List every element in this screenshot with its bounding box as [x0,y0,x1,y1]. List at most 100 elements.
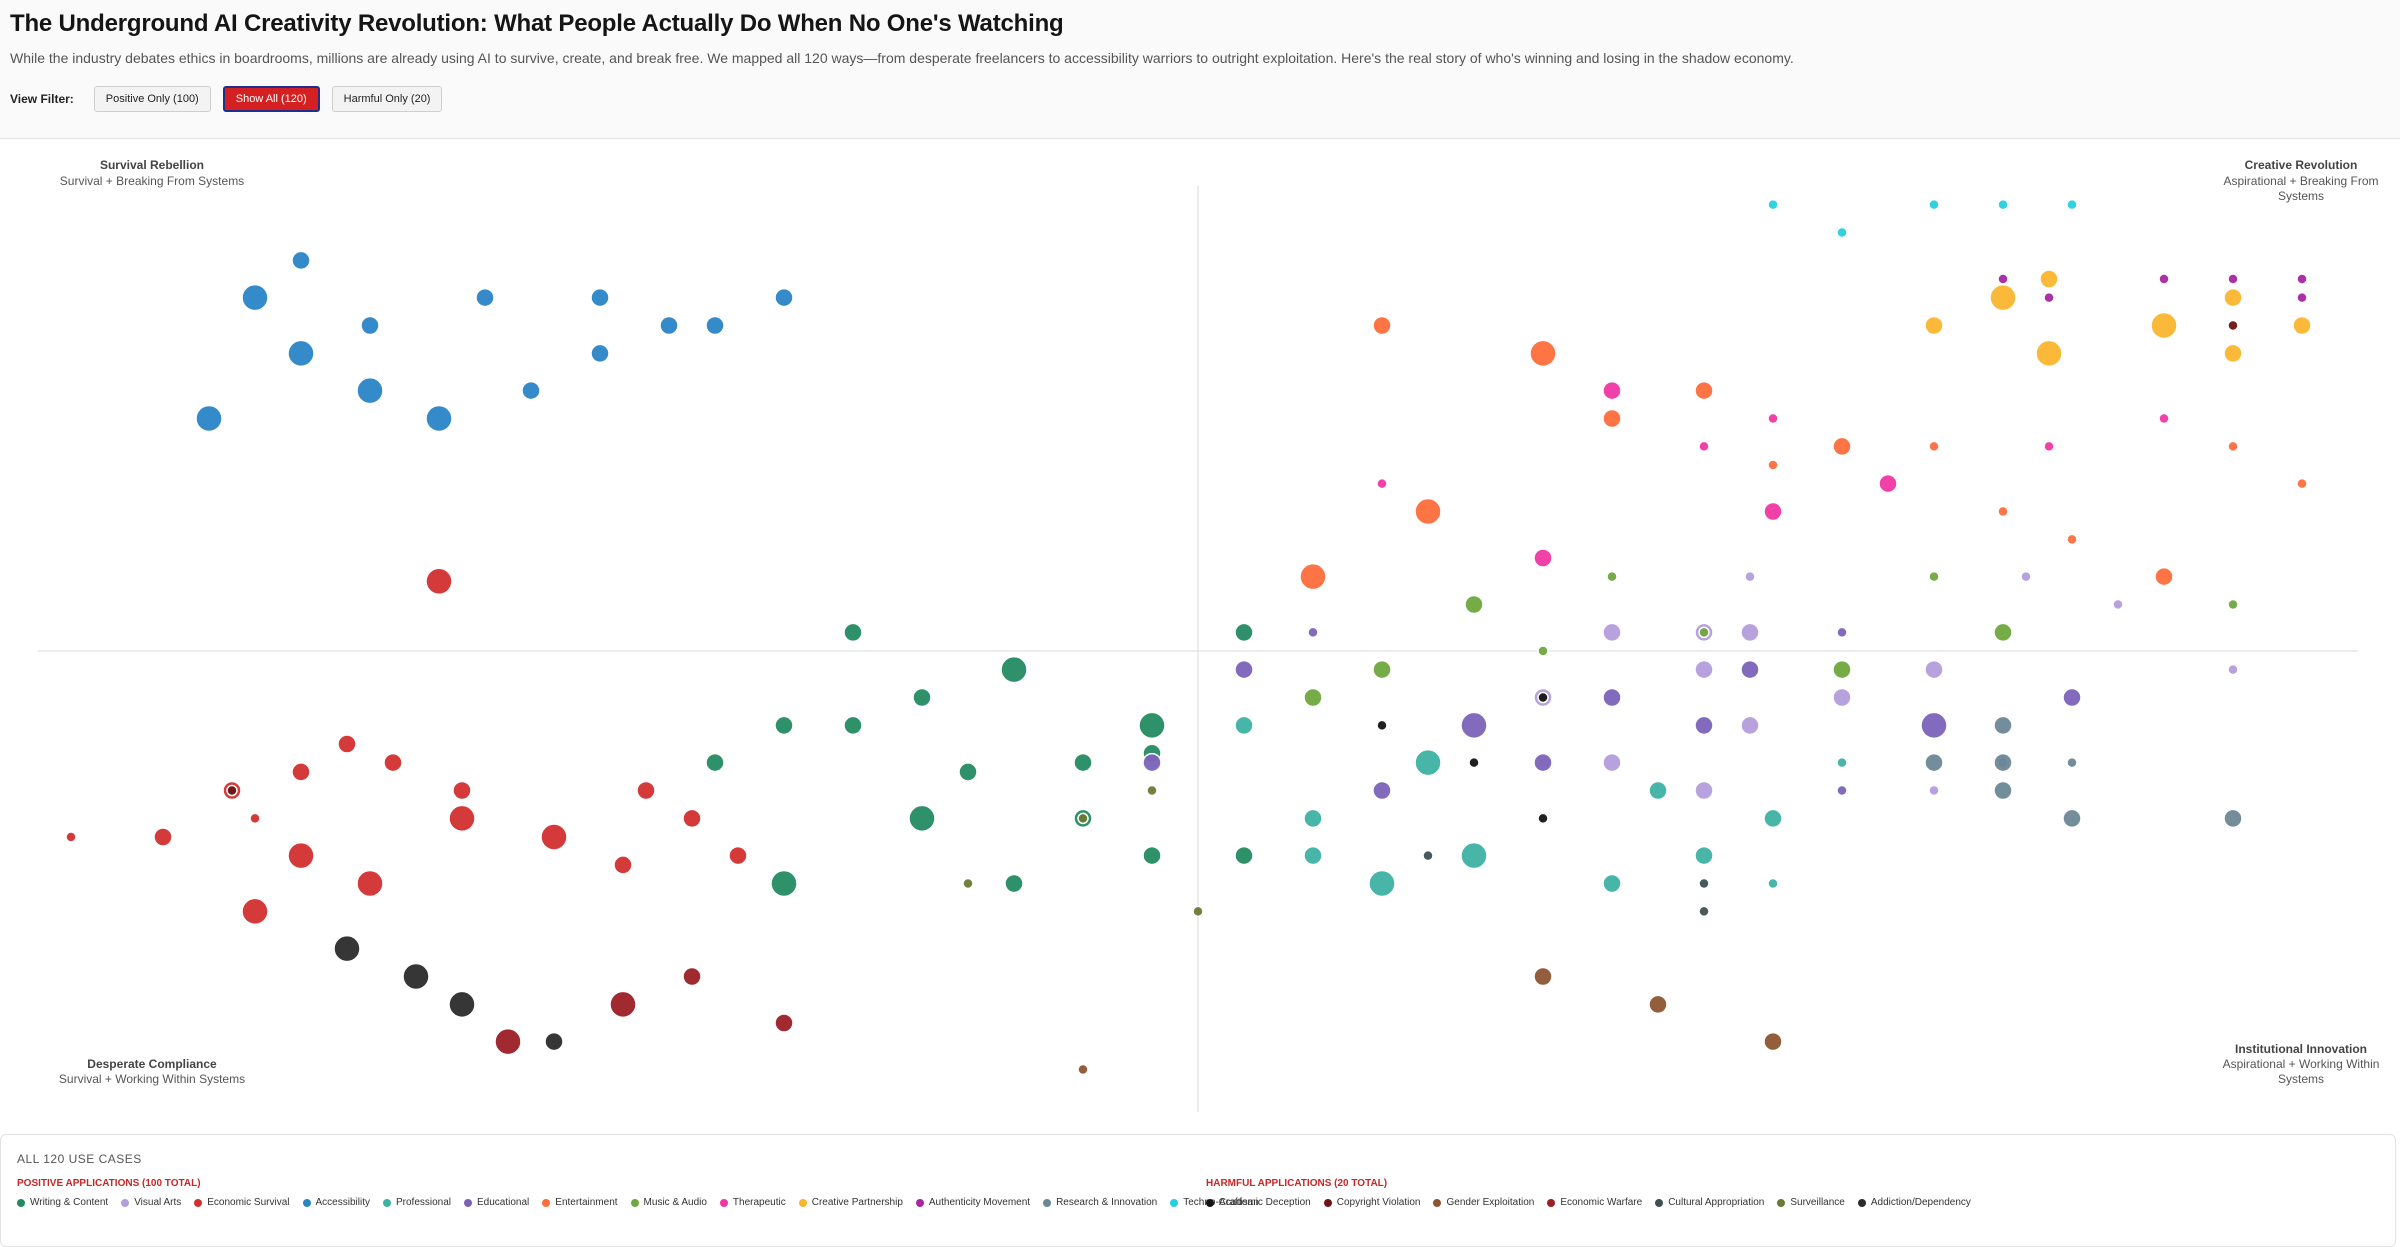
data-point[interactable] [1924,752,1944,773]
data-point[interactable] [682,808,702,829]
data-point[interactable] [659,315,679,336]
data-point[interactable] [452,780,472,801]
data-point[interactable] [1533,752,1553,773]
data-point[interactable] [1694,845,1714,866]
data-point[interactable] [1537,812,1549,825]
data-point[interactable] [291,250,311,271]
data-point[interactable] [2062,687,2082,708]
data-point[interactable] [1460,711,1488,740]
data-point[interactable] [2227,598,2239,611]
data-point[interactable] [249,812,261,825]
data-point[interactable] [843,622,863,643]
data-point[interactable] [1989,283,2017,312]
data-point[interactable] [1878,473,1898,494]
data-point[interactable] [1299,562,1327,591]
data-point[interactable] [1767,198,1779,211]
data-point[interactable] [1836,756,1848,769]
data-point[interactable] [958,762,978,782]
data-point[interactable] [1836,626,1848,639]
data-point[interactable] [402,962,430,991]
data-point[interactable] [2223,287,2243,308]
legend-item[interactable]: Economic Warfare [1547,1197,1642,1208]
data-point[interactable] [1744,570,1756,583]
data-point[interactable] [843,715,863,736]
legend-item[interactable]: Music & Audio [630,1197,707,1208]
data-point[interactable] [774,715,794,736]
data-point[interactable] [962,877,974,890]
data-point[interactable] [1694,380,1714,401]
data-point[interactable] [65,831,77,843]
data-point[interactable] [1142,752,1162,773]
legend-item[interactable]: Therapeutic [719,1197,786,1208]
data-point[interactable] [425,567,453,596]
legend-item[interactable]: Entertainment [542,1197,618,1208]
data-point[interactable] [1694,780,1714,801]
data-point[interactable] [226,784,238,797]
data-point[interactable] [2158,412,2170,425]
data-point[interactable] [1836,784,1848,797]
data-point[interactable] [2154,566,2174,587]
data-point[interactable] [1993,752,2013,773]
data-point[interactable] [1303,687,1323,708]
legend-item[interactable]: Authenticity Movement [915,1197,1030,1208]
data-point[interactable] [1537,645,1549,657]
data-point[interactable] [1234,715,1254,736]
data-point[interactable] [590,287,610,308]
data-point[interactable] [1414,497,1442,526]
data-point[interactable] [1993,715,2013,736]
data-point[interactable] [728,845,748,866]
data-point[interactable] [1602,752,1622,773]
data-point[interactable] [1077,812,1089,825]
data-point[interactable] [2020,570,2032,583]
data-point[interactable] [1763,808,1783,829]
data-point[interactable] [153,827,173,847]
data-point[interactable] [2227,273,2239,285]
data-point[interactable] [1376,477,1388,490]
data-point[interactable] [2296,477,2308,490]
data-point[interactable] [2227,663,2239,676]
data-point[interactable] [613,855,633,875]
data-point[interactable] [1464,594,1484,615]
legend-item[interactable]: Addiction/Dependency [1857,1197,1971,1208]
data-point[interactable] [1832,436,1852,457]
data-point[interactable] [1234,845,1254,866]
data-point[interactable] [1698,626,1710,639]
data-point[interactable] [1836,226,1848,239]
data-point[interactable] [636,780,656,801]
data-point[interactable] [1372,659,1392,680]
data-point[interactable] [1997,273,2009,285]
data-point[interactable] [1376,719,1388,732]
data-point[interactable] [287,841,315,870]
data-point[interactable] [2223,808,2243,829]
data-point[interactable] [1533,966,1553,987]
data-point[interactable] [2066,533,2078,546]
data-point[interactable] [1602,687,1622,708]
data-point[interactable] [291,762,311,782]
data-point[interactable] [448,990,476,1019]
data-point[interactable] [705,752,725,773]
data-point[interactable] [2296,273,2308,285]
data-point[interactable] [908,804,936,833]
data-point[interactable] [1234,622,1254,643]
data-point[interactable] [2066,198,2078,211]
data-point[interactable] [1694,659,1714,680]
legend-item[interactable]: Professional [382,1197,451,1208]
data-point[interactable] [2112,598,2124,611]
data-point[interactable] [2296,291,2308,304]
filter-harmful-button[interactable]: Harmful Only (20) [331,86,443,112]
data-point[interactable] [1529,339,1557,368]
data-point[interactable] [609,990,637,1019]
data-point[interactable] [1763,501,1783,522]
data-point[interactable] [2066,756,2078,769]
data-point[interactable] [1004,873,1024,894]
data-point[interactable] [1468,756,1480,769]
data-point[interactable] [287,339,315,368]
data-point[interactable] [1997,198,2009,211]
data-point[interactable] [1763,1031,1783,1052]
data-point[interactable] [1372,780,1392,801]
data-point[interactable] [337,734,357,754]
legend-item[interactable]: Copyright Violation [1323,1197,1420,1208]
data-point[interactable] [1000,655,1028,684]
data-point[interactable] [1767,877,1779,890]
data-point[interactable] [1073,752,1093,773]
